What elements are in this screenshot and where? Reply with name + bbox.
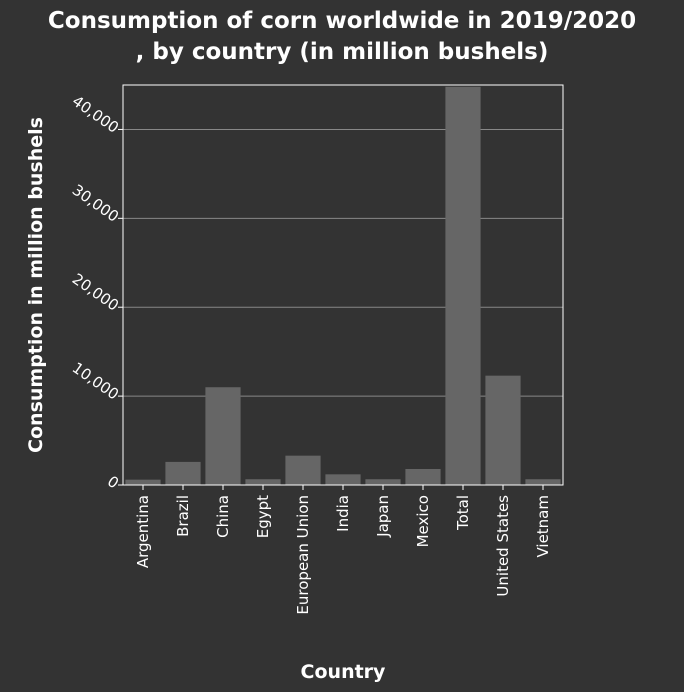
bar [245,479,281,485]
x-axis-ticks: Argentina Brazil China Egypt European Union I… [134,485,552,615]
bar [485,375,521,485]
x-tick-label: Egypt [254,495,272,538]
x-tick-label: Mexico [414,495,432,547]
x-tick-label: United States [494,495,512,597]
x-axis-title: Country [301,661,387,683]
x-tick-label: Japan [374,495,392,538]
bar [325,474,361,485]
gridlines [123,128,563,397]
bar [125,479,161,485]
x-tick-label: India [334,495,352,532]
y-tick-label: 30,000 [69,181,122,226]
bar [205,387,241,485]
bar [525,479,561,485]
x-tick-label: Vietnam [534,495,552,558]
y-axis-ticks: 0 10,000 20,000 30,000 40,000 [69,92,123,492]
x-tick-label: Argentina [134,495,152,568]
bar [405,469,441,485]
bar [445,86,481,486]
x-tick-label: Total [454,495,472,531]
y-tick-label: 10,000 [69,359,122,404]
bar [165,461,201,485]
y-axis-title: Consumption in million bushels [25,117,47,453]
x-tick-label: European Union [294,495,312,615]
y-tick-label: 40,000 [69,92,122,137]
x-tick-label: Brazil [174,495,192,537]
bar [365,479,401,485]
x-tick-label: China [214,495,232,538]
bar [285,455,321,485]
chart-title: Consumption of corn worldwide in 2019/20… [47,8,637,65]
y-tick-label: 20,000 [69,270,122,315]
bars [125,86,561,486]
y-tick-label: 0 [104,472,122,492]
